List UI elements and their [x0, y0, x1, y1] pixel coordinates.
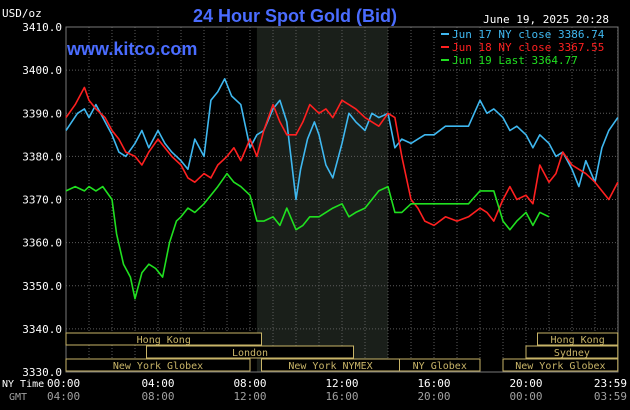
y-tick-label: 3400.0: [22, 64, 62, 77]
ny-time-label: NY Time: [2, 379, 44, 390]
x-tick-label-gmt: 20:00: [417, 390, 450, 403]
gmt-label: GMT: [9, 392, 27, 403]
session-label: New York NYMEX: [288, 361, 372, 372]
x-tick-label-gmt: 12:00: [233, 390, 266, 403]
y-tick-label: 3380.0: [22, 150, 62, 163]
x-tick-label-ny: 12:00: [325, 377, 358, 390]
y-tick-label: 3360.0: [22, 237, 62, 250]
legend-label-jun17: Jun 17 NY close 3386.74: [452, 28, 605, 41]
session-label: New York Globex: [113, 361, 203, 372]
session-label: NY Globex: [413, 361, 467, 372]
watermark: www.kitco.com: [66, 39, 197, 59]
y-axis: 3330.03340.03350.03360.03370.03380.03390…: [22, 21, 62, 379]
x-tick-label-gmt: 04:00: [47, 390, 80, 403]
chart-title: 24 Hour Spot Gold (Bid): [193, 6, 397, 26]
x-tick-label-ny: 23:59: [594, 377, 627, 390]
legend-label-jun18: Jun 18 NY close 3367.55: [452, 41, 604, 54]
x-tick-label-ny: 20:00: [509, 377, 542, 390]
y-tick-label: 3340.0: [22, 323, 62, 336]
session-label: Hong Kong: [137, 335, 191, 346]
x-tick-label-gmt: 03:59: [594, 390, 627, 403]
session-label: London: [232, 348, 268, 359]
y-tick-label: 3350.0: [22, 280, 62, 293]
x-tick-label-ny: 04:00: [141, 377, 174, 390]
unit-label: USD/oz: [2, 7, 42, 20]
session-label: Hong Kong: [551, 335, 605, 346]
y-tick-label: 3410.0: [22, 21, 62, 34]
timestamp: June 19, 2025 20:28: [483, 13, 609, 26]
y-tick-label: 3390.0: [22, 107, 62, 120]
legend-label-jun19: Jun 19 Last 3364.77: [452, 54, 578, 67]
x-tick-label-gmt: 00:00: [509, 390, 542, 403]
x-tick-label-ny: 16:00: [417, 377, 450, 390]
x-tick-label-gmt: 08:00: [141, 390, 174, 403]
session-label: Sydney: [554, 348, 590, 359]
x-tick-label-ny: 08:00: [233, 377, 266, 390]
x-tick-label-ny: 00:00: [47, 377, 80, 390]
x-tick-label-gmt: 16:00: [325, 390, 358, 403]
y-tick-label: 3370.0: [22, 194, 62, 207]
session-label: New York Globex: [515, 361, 605, 372]
